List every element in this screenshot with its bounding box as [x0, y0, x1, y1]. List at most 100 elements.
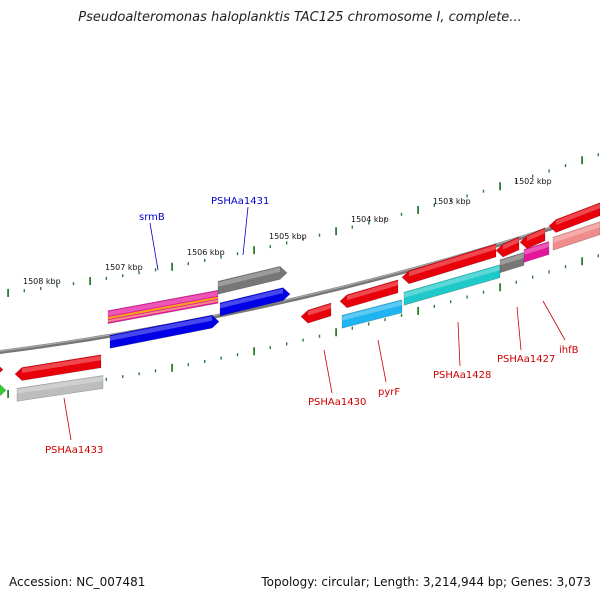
gene-PSHAa1428 — [403, 264, 501, 306]
gene-red-small-2-body — [519, 227, 546, 249]
lower-tick — [581, 257, 583, 266]
upper-tick — [89, 277, 91, 286]
chromosome-backbone — [0, 210, 600, 355]
gene-label-PSHAa1427: PSHAa1427 — [497, 354, 555, 365]
gene-red-edge-body — [0, 366, 4, 373]
backbone-highlight — [0, 210, 600, 352]
gene-pink-right — [552, 221, 600, 251]
upper-tick — [335, 227, 337, 236]
lower-tick — [204, 359, 206, 363]
map-title: Pseudoalteromonas haloplanktis TAC125 ch… — [78, 10, 522, 25]
lower-tick — [482, 290, 485, 294]
leader-pyrF — [377, 339, 387, 383]
lower-tick — [138, 372, 140, 376]
gene-red-long — [401, 243, 497, 285]
lower-tick — [564, 265, 567, 269]
upper-tick — [466, 194, 468, 198]
tick-label-1503: 1503 kbp — [433, 197, 471, 206]
upper-tick — [23, 289, 25, 293]
upper-tick — [351, 225, 353, 229]
gene-label-PSHAa1433: PSHAa1433 — [45, 445, 103, 456]
upper-tick — [302, 237, 304, 241]
upper-tick — [122, 274, 124, 278]
gene-pyrF-highlight — [342, 300, 402, 321]
lower-tick — [433, 304, 435, 308]
gene-blue-2-body — [219, 287, 291, 317]
gene-label-pyrF: pyrF — [378, 387, 400, 398]
gene-red-small-2-highlight — [527, 228, 545, 242]
lower-tick — [351, 326, 353, 330]
upper-tick — [220, 255, 222, 259]
upper-tick — [7, 288, 9, 297]
gene-label-ihfB: ihfB — [559, 345, 579, 356]
gene-PSHAa1433-body — [16, 375, 104, 402]
lower-tick — [7, 389, 9, 398]
gene-labels: srmB PSHAa1431 PSHAa1433 PSHAa1430 pyrF … — [45, 196, 579, 456]
gene-PSHAa1427 — [499, 251, 525, 274]
lower-tick — [105, 377, 107, 381]
gene-red-left-highlight — [22, 355, 101, 374]
upper-tick — [105, 276, 107, 280]
upper-tick — [204, 258, 206, 262]
gene-ihfB-highlight — [524, 242, 549, 255]
gene-PSHAa1430-body — [300, 302, 332, 324]
upper-tick — [253, 246, 255, 255]
label-leader-lines — [63, 206, 566, 441]
gene-PSHAa1433-highlight — [17, 376, 103, 394]
gene-pyrF-body — [341, 299, 403, 329]
gene-blue-2 — [219, 287, 291, 317]
gene-ihfB-body — [523, 241, 550, 263]
upper-tick — [548, 169, 550, 173]
gene-srmB-stripe-pink — [107, 299, 219, 323]
lower-tick — [187, 363, 189, 367]
upper-tick — [56, 284, 58, 288]
gene-PSHAa1427-body — [499, 251, 525, 274]
gene-red-small-1-highlight — [503, 237, 519, 250]
gene-features — [0, 202, 600, 402]
upper-tick — [154, 268, 157, 272]
leader-srmB — [149, 222, 159, 271]
upper-tick — [40, 286, 42, 290]
leader-PSHAa1433 — [63, 397, 72, 441]
gene-srmB-stripe-orange — [107, 296, 219, 320]
gene-blue-1-highlight — [110, 316, 212, 341]
upper-tick — [433, 203, 435, 207]
gene-srmB-highlight — [108, 291, 218, 317]
upper-tick — [581, 156, 583, 165]
leader-ihfB — [542, 300, 566, 341]
gene-label-PSHAa1431: PSHAa1431 — [211, 196, 269, 207]
upper-tick — [384, 217, 386, 221]
gene-PSHAa1430-highlight — [308, 303, 331, 316]
gene-PSHAa1431 — [217, 266, 288, 295]
gene-PSHAa1431-body — [217, 266, 288, 295]
gene-red-small-1-body — [495, 236, 520, 258]
tick-label-1505: 1505 kbp — [269, 232, 307, 241]
upper-tick — [417, 205, 419, 214]
leader-PSHAa1427 — [516, 306, 522, 351]
lower-tick — [122, 375, 124, 379]
gene-red-edge — [0, 366, 4, 373]
lower-tick — [286, 342, 288, 346]
gene-red-small-1 — [495, 236, 520, 258]
upper-tick — [138, 271, 140, 275]
lower-tick — [499, 283, 501, 292]
upper-tick — [368, 221, 370, 225]
lower-tick — [384, 318, 386, 322]
lower-tick — [597, 254, 599, 258]
lower-tick — [318, 334, 321, 338]
lower-tick — [220, 356, 222, 360]
tick-label-1508: 1508 kbp — [23, 277, 61, 286]
leader-PSHAa1428 — [457, 321, 461, 367]
lower-tick — [236, 353, 239, 357]
upper-tick — [269, 245, 271, 249]
tick-label-1506: 1506 kbp — [187, 248, 225, 257]
upper-tick — [450, 199, 452, 203]
leader-PSHAa1430 — [323, 349, 333, 394]
leader-PSHAa1431 — [242, 206, 249, 256]
upper-tick — [286, 241, 288, 245]
lower-tick — [548, 270, 550, 274]
upper-tick — [482, 189, 485, 193]
gene-blue-1-body — [109, 314, 220, 349]
lower-tick — [269, 346, 271, 350]
